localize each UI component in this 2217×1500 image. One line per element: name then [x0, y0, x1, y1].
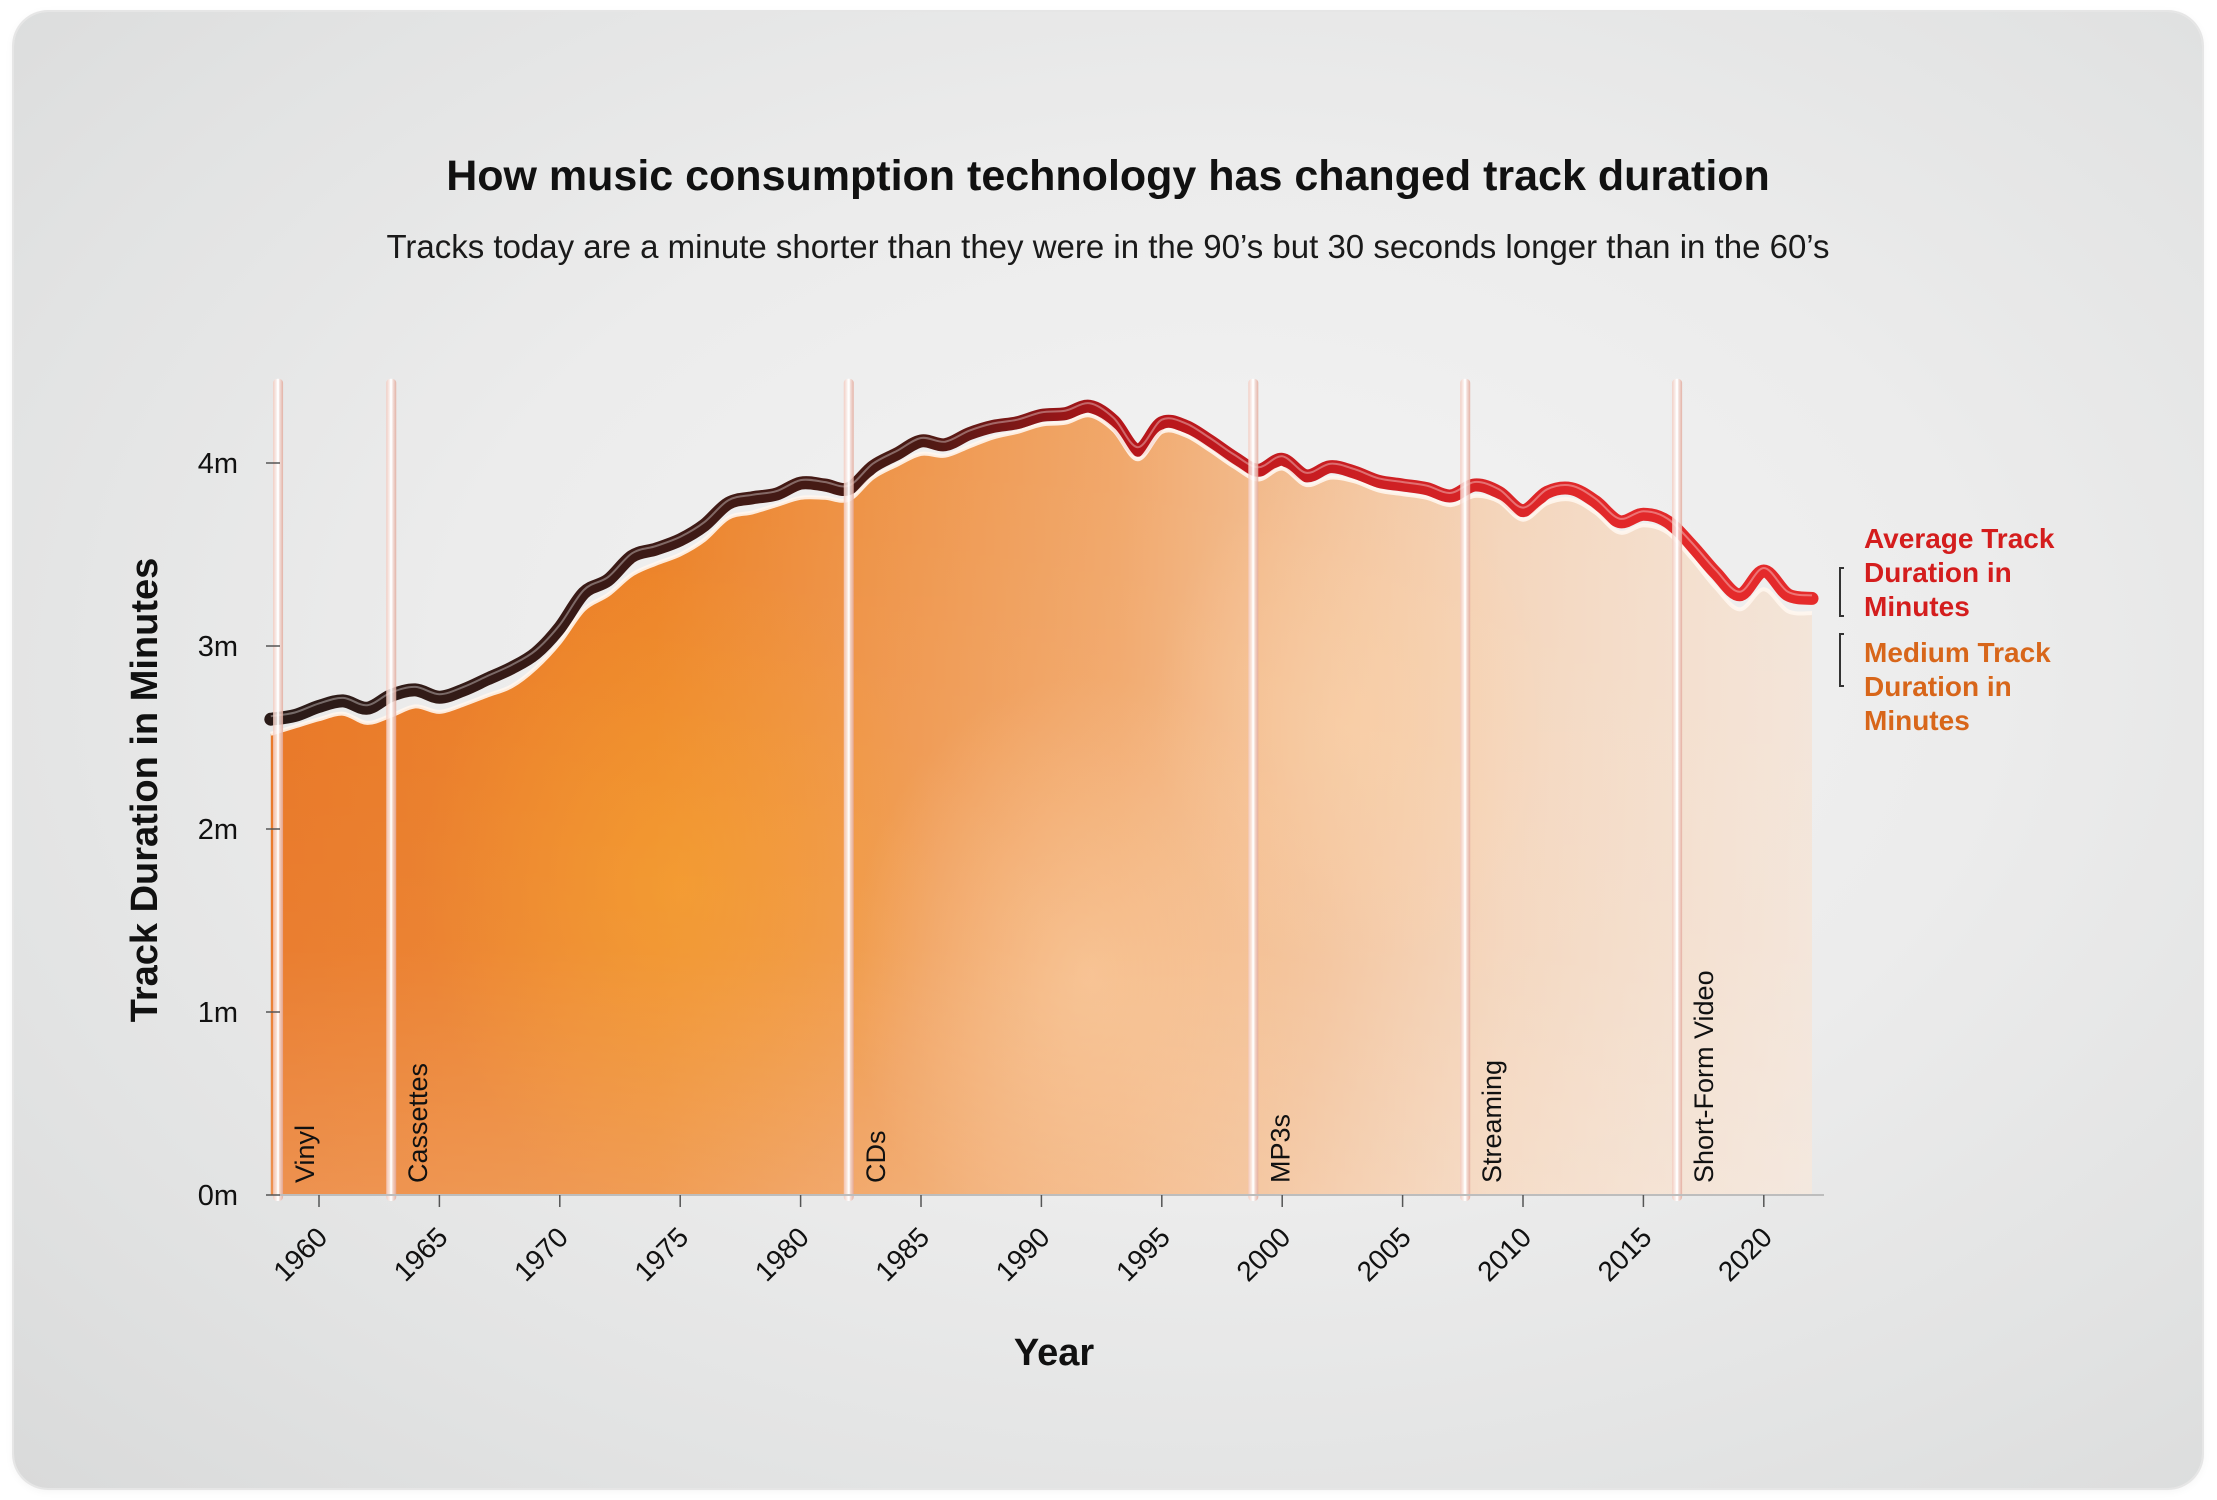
x-tick-label: 1965 — [388, 1221, 454, 1287]
chart-plot: Vinyl Cassettes CDs MP3s Streaming Short-Form… — [124, 378, 2055, 1374]
x-tick-label: 1990 — [990, 1221, 1056, 1287]
x-tick-label: 1970 — [508, 1221, 574, 1287]
x-tick-label: 1980 — [749, 1221, 815, 1287]
era-label: MP3s — [1265, 1114, 1295, 1183]
x-tick-label: 2005 — [1351, 1221, 1417, 1287]
average-line — [264, 399, 1819, 726]
x-tick-label: 1995 — [1110, 1221, 1176, 1287]
legend-bracket — [1839, 633, 1844, 687]
y-tick-label: 4m — [198, 448, 238, 480]
y-tick-label: 1m — [198, 997, 238, 1029]
annotation-layer: Vinyl Cassettes CDs MP3s Streaming Short-Form… — [273, 378, 1719, 1201]
average-line-highlight — [270, 402, 1813, 718]
era-label: Cassettes — [403, 1063, 433, 1183]
era-divider-shine — [277, 378, 280, 1201]
legend: Average Track Duration in Minutes Medium Tr… — [1839, 523, 2055, 736]
era-label: Streaming — [1477, 1060, 1507, 1183]
y-tick-label: 2m — [198, 814, 238, 846]
x-tick-label: 1960 — [267, 1221, 333, 1287]
y-tick-label: 3m — [198, 631, 238, 663]
area-layer — [270, 415, 1812, 1196]
chart-title: How music consumption technology has cha… — [446, 152, 1770, 200]
chart-card: How music consumption technology has cha… — [14, 12, 2202, 1488]
x-tick-label: 2020 — [1712, 1221, 1778, 1287]
x-tick-label: 1985 — [869, 1221, 935, 1287]
era-divider-shine — [390, 378, 393, 1201]
legend-average-label: Average Track Duration in Minutes — [1864, 523, 2055, 622]
x-tick-label: 1975 — [628, 1221, 694, 1287]
legend-median-label: Medium Track Duration in Minutes — [1864, 637, 2051, 736]
y-tick-label: 0m — [198, 1180, 238, 1212]
x-tick-label: 2000 — [1230, 1221, 1296, 1287]
era-divider-shine — [1252, 378, 1255, 1201]
era-label: Short-Form Video — [1689, 970, 1719, 1183]
era-label: CDs — [861, 1131, 891, 1184]
era-divider-shine — [847, 378, 850, 1201]
legend-bracket — [1839, 567, 1844, 617]
x-tick-label: 2015 — [1592, 1221, 1658, 1287]
y-axis-label: Track Duration in Minutes — [124, 558, 166, 1023]
chart-subtitle: Tracks today are a minute shorter than t… — [386, 228, 1830, 265]
line-layer — [264, 399, 1819, 736]
area-sheen — [270, 415, 1812, 1195]
x-tick-label: 2010 — [1471, 1221, 1537, 1287]
era-divider-shine — [1464, 378, 1467, 1201]
x-axis-label: Year — [1014, 1332, 1095, 1374]
median-line — [270, 413, 1813, 736]
era-divider-shine — [1676, 378, 1679, 1201]
era-label: Vinyl — [290, 1125, 320, 1183]
